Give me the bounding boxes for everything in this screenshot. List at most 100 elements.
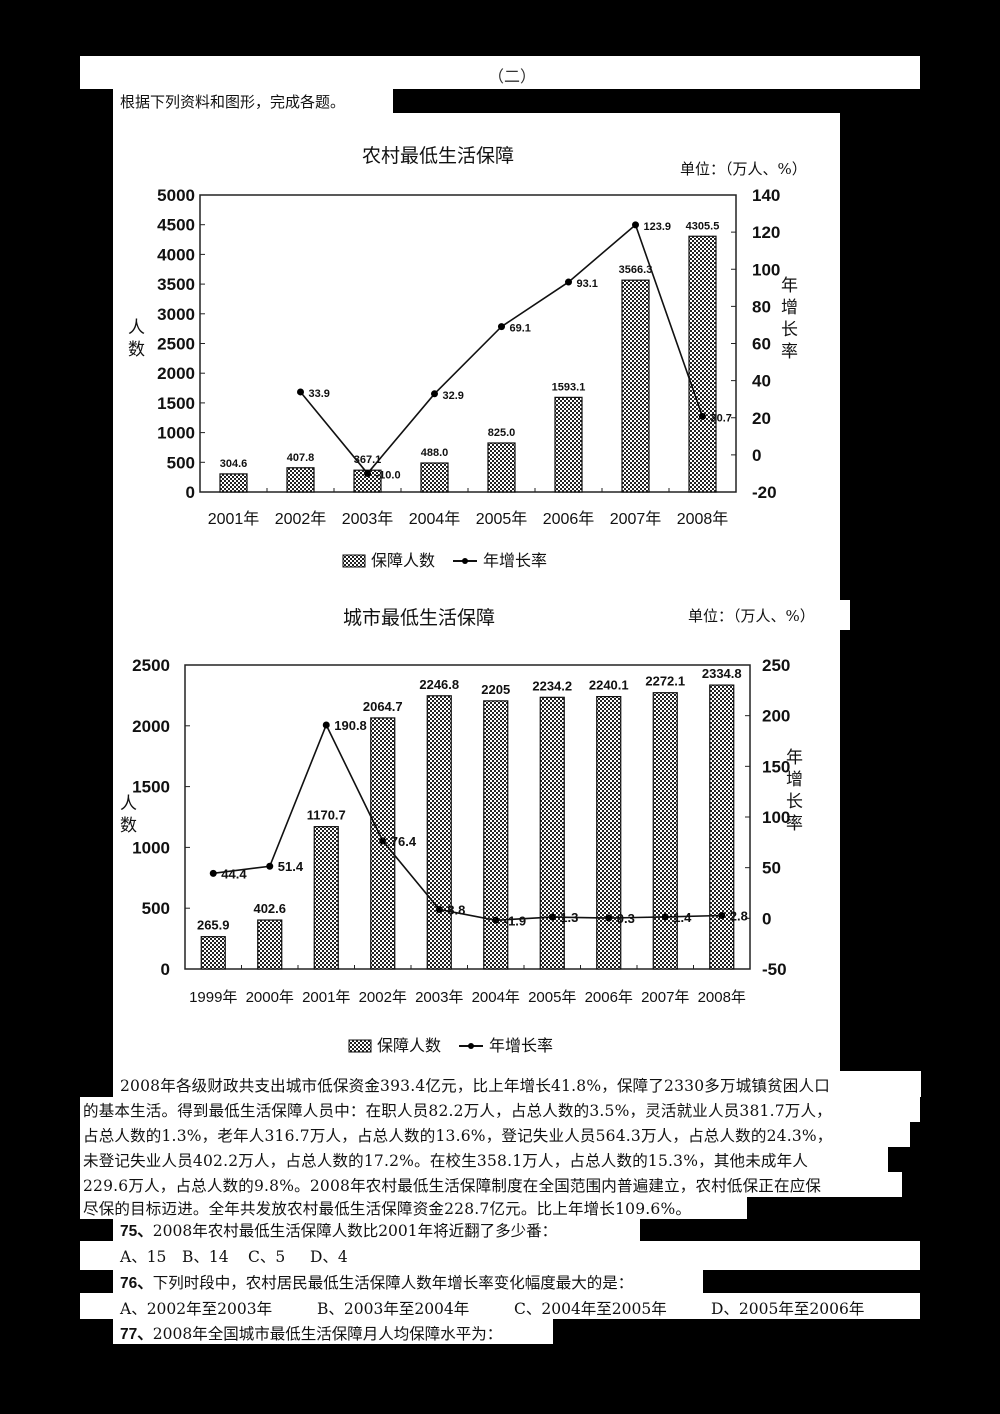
x-tick-label: 2004年	[409, 510, 461, 528]
question-number: 75、	[120, 1223, 153, 1240]
option-d[interactable]: D、2005年至2006年	[711, 1300, 865, 1318]
line-point	[209, 869, 217, 877]
para-line-1-bg	[113, 1071, 921, 1097]
line-value-label: -1.9	[504, 913, 526, 928]
y-tick-label: 1500	[157, 394, 195, 413]
y-tick-label: 2000	[132, 717, 170, 736]
section-heading: （二）	[488, 67, 537, 86]
x-tick-label: 2008年	[698, 989, 746, 1006]
urban-unit-strip	[840, 600, 850, 630]
y2-tick-label: 50	[762, 859, 781, 878]
heading-strip	[80, 56, 920, 89]
instructions-text: 根据下列资料和图形，完成各题。	[120, 93, 346, 111]
y2-tick-label: 250	[762, 656, 790, 675]
y2-tick-label: 0	[752, 446, 761, 465]
y2-tick-label: 100	[762, 808, 790, 827]
passage-line-6: 尽保的目标迈进。全年共发放农村最低生活保障资金228.7亿元。比上年增长109.…	[83, 1200, 692, 1218]
y2-tick-label: 60	[752, 335, 771, 354]
question-75: 75、2008年农村最低生活保障人数比2001年将近翻了多少番：	[120, 1219, 557, 1241]
question-text: 下列时段中，农村居民最低生活保障人数年增长率变化幅度最大的是：	[152, 1274, 634, 1292]
y2-axis-title: 增	[786, 770, 803, 789]
x-tick-label: 2001年	[302, 989, 350, 1006]
bar-value-label: 407.8	[287, 452, 315, 464]
bar-value-label: 2334.8	[702, 666, 742, 681]
y2-tick-label: 200	[762, 707, 790, 726]
bar	[420, 462, 449, 493]
line-point	[718, 911, 726, 919]
option-a[interactable]: A、2002年至2003年	[120, 1300, 273, 1318]
line-value-label: -10.0	[376, 469, 401, 481]
bar	[652, 692, 678, 970]
line-value-label: 8.8	[447, 902, 465, 917]
bar-value-label: 3566.3	[619, 264, 653, 276]
option-b[interactable]: B、14	[182, 1248, 229, 1266]
option-c[interactable]: C、2004年至2005年	[514, 1300, 667, 1318]
y-tick-label: 0	[186, 483, 195, 502]
passage-line-3: 占总人数的1.3%，老年人316.7万人，占总人数的13.6%，登记失业人员56…	[83, 1127, 833, 1145]
line-value-label: 123.9	[644, 221, 672, 233]
y2-tick-label: 80	[752, 297, 771, 316]
y-tick-label: 500	[142, 899, 170, 918]
bar-value-label: 2246.8	[419, 677, 459, 692]
line-value-label: 93.1	[577, 278, 598, 290]
question-text: 2008年全国城市最低生活保障月人均保障水平为：	[152, 1325, 503, 1343]
x-tick-label: 2002年	[275, 510, 327, 528]
line-value-label: 51.4	[278, 859, 304, 874]
line-value-label: 32.9	[443, 390, 464, 402]
y-tick-label: 3500	[157, 275, 195, 294]
bar-value-label: 2240.1	[589, 678, 629, 693]
x-tick-label: 2006年	[543, 510, 595, 528]
y2-tick-label: 0	[762, 909, 771, 928]
line-point	[364, 469, 371, 477]
bar-value-label: 2234.2	[532, 678, 572, 693]
bar-value-label: 304.6	[220, 458, 248, 470]
option-a[interactable]: A、15	[120, 1248, 167, 1266]
question-text: 2008年农村最低生活保障人数比2001年将近翻了多少番：	[152, 1222, 558, 1240]
y-tick-label: 1000	[157, 424, 195, 443]
rural-chart-title: 农村最低生活保障	[362, 145, 515, 167]
option-d[interactable]: D、4	[310, 1248, 348, 1266]
line-point	[632, 221, 639, 229]
y-axis-title: 人	[128, 318, 145, 337]
line-point	[435, 905, 443, 913]
y2-axis-title: 率	[781, 342, 798, 361]
y-axis-title: 数	[128, 340, 145, 359]
growth-rate-line	[213, 723, 722, 922]
passage-line-5: 229.6万人，占总人数的9.8%。2008年农村最低生活保障制度在全国范围内普…	[83, 1177, 822, 1195]
x-tick-label: 1999年	[189, 989, 237, 1006]
bar	[200, 936, 226, 970]
line-point	[492, 916, 500, 924]
y2-tick-label: 120	[752, 223, 780, 242]
option-c[interactable]: C、5	[248, 1248, 286, 1266]
line-value-label: 1.3	[560, 910, 578, 925]
x-tick-label: 2005年	[476, 510, 528, 528]
line-point	[266, 862, 274, 870]
y2-tick-label: 150	[762, 757, 790, 776]
legend-label: 保障人数	[377, 1037, 441, 1055]
urban-chart-unit: 单位：（万人、%）	[688, 607, 815, 625]
q75-bg	[113, 1215, 640, 1242]
bar	[554, 396, 583, 493]
para-line-3-bg	[80, 1122, 910, 1147]
legend-bar-swatch	[342, 554, 366, 568]
option-b[interactable]: B、2003年至2004年	[317, 1300, 470, 1318]
bar	[426, 695, 452, 970]
para-line-4-bg	[80, 1147, 888, 1172]
bar	[539, 696, 565, 970]
y-tick-label: 4000	[157, 245, 195, 264]
x-tick-label: 2008年	[677, 510, 729, 528]
bar-value-label: 1170.7	[307, 808, 346, 823]
line-point	[322, 721, 330, 729]
line-value-label: 44.4	[221, 866, 247, 881]
y2-axis-title: 年	[781, 276, 798, 295]
y2-axis-title: 率	[786, 814, 803, 833]
line-point	[661, 913, 669, 921]
line-value-label: 33.9	[309, 388, 330, 400]
line-value-label: 1.4	[673, 910, 692, 925]
y2-tick-label: 100	[752, 260, 780, 279]
x-tick-label: 2003年	[415, 989, 463, 1006]
legend-label: 年增长率	[489, 1037, 553, 1055]
bar	[487, 442, 516, 493]
q76-options-bg	[80, 1293, 920, 1319]
y-tick-label: 3000	[157, 305, 195, 324]
